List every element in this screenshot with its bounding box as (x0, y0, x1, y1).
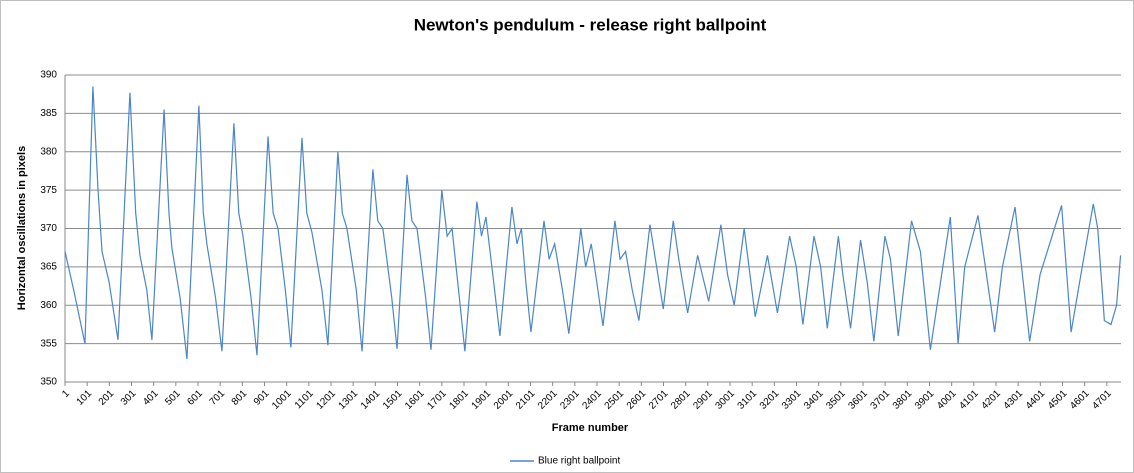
chart-title: Newton's pendulum - release right ballpo… (414, 15, 767, 34)
y-tick-label: 355 (40, 338, 57, 349)
legend-label: Blue right ballpoint (538, 456, 620, 467)
y-tick-label: 385 (40, 108, 57, 119)
x-axis-title: Frame number (552, 422, 629, 434)
y-tick-label: 370 (40, 223, 57, 234)
data-line (64, 86, 1122, 360)
y-axis-title: Horizontal oscillations in pixels (16, 146, 28, 310)
y-tick-label: 390 (40, 70, 57, 81)
y-tick-label: 365 (40, 262, 57, 273)
y-tick-label: 350 (40, 377, 57, 388)
y-tick-label: 360 (40, 300, 57, 311)
y-tick-label: 375 (40, 185, 57, 196)
y-tick-label: 380 (40, 146, 57, 157)
